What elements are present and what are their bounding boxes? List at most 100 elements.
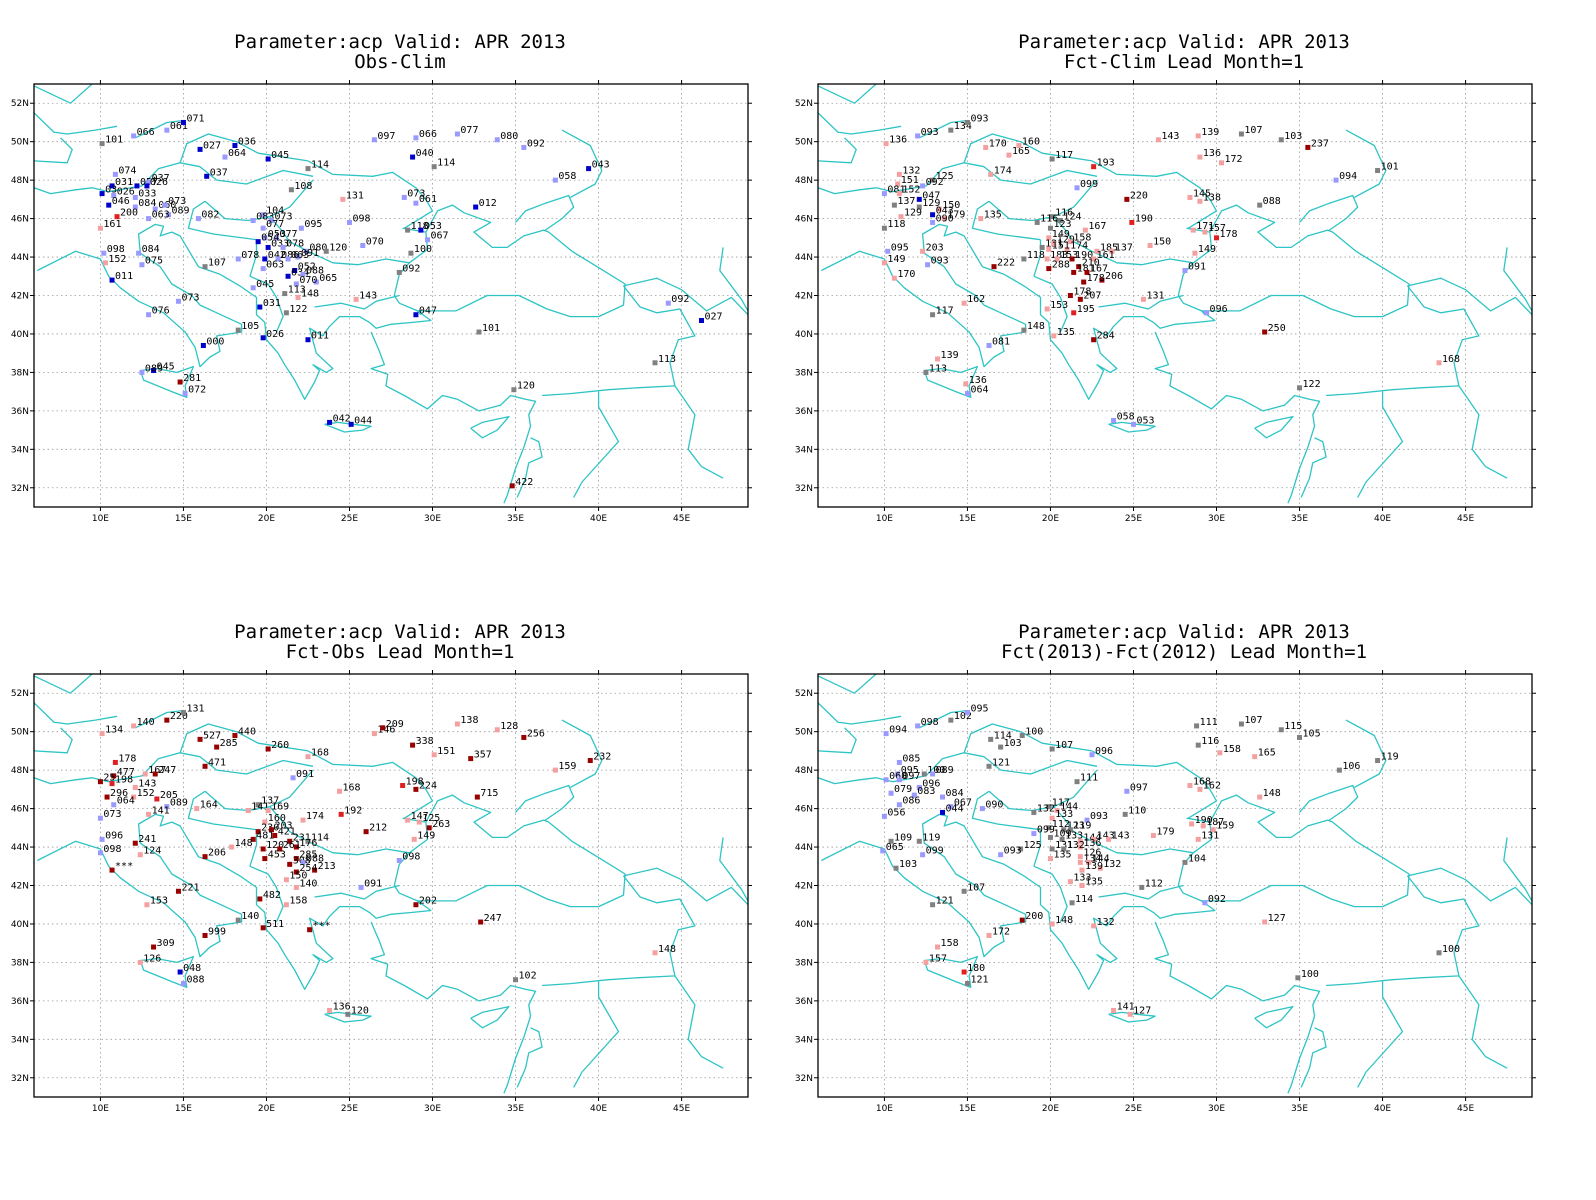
station-marker: 220	[164, 711, 188, 723]
station-marker: 150	[283, 871, 307, 883]
station-square	[137, 852, 143, 858]
station-square	[106, 202, 112, 208]
lon-tick-label: 45E	[673, 514, 690, 524]
station-value: 093	[970, 113, 988, 124]
station-square	[353, 296, 359, 302]
lon-tick-label: 30E	[424, 1104, 441, 1114]
station-value: 033	[138, 188, 156, 199]
station-marker: 072	[182, 385, 206, 397]
station-marker: 176	[293, 838, 317, 850]
lon-tick-label: 10E	[92, 514, 109, 524]
station-marker: 422	[509, 477, 533, 489]
station-value: 077	[279, 229, 297, 240]
station-marker: 715	[474, 788, 498, 800]
station-value: 106	[1342, 761, 1360, 772]
station-value: 136	[1083, 838, 1101, 849]
station-square	[941, 216, 947, 222]
station-square	[371, 731, 377, 737]
station-value: 117	[1055, 150, 1073, 161]
station-square	[327, 419, 333, 425]
station-square	[930, 771, 936, 777]
station-marker: 095	[885, 242, 909, 254]
station-marker: 126	[1077, 848, 1101, 860]
station-square	[255, 239, 261, 245]
station-square	[146, 179, 152, 185]
station-value: 064	[970, 385, 988, 396]
station-square	[413, 200, 419, 206]
station-marker: 011	[109, 271, 133, 283]
station-marker: 116	[1195, 736, 1219, 748]
station-square	[473, 204, 479, 210]
station-square	[293, 844, 299, 850]
station-marker: 104	[1182, 853, 1206, 865]
station-marker: 114	[988, 730, 1012, 742]
station-value: 080	[500, 131, 518, 142]
station-marker: 149	[1046, 229, 1070, 241]
station-value: 052	[298, 262, 316, 273]
station-square	[290, 775, 296, 781]
station-marker: 132	[1097, 859, 1121, 871]
station-marker: 131	[180, 703, 205, 715]
station-square	[360, 243, 366, 249]
station-marker: 098	[346, 213, 371, 225]
station-marker: 111	[1074, 773, 1098, 785]
station-square	[1238, 131, 1244, 137]
lon-tick-label: 45E	[1457, 514, 1474, 524]
station-marker: 481	[250, 830, 274, 842]
lon-tick-label: 40E	[1374, 1104, 1391, 1114]
station-marker: 222	[991, 258, 1015, 270]
station-value: 131	[1201, 830, 1219, 841]
station-value: 109	[1053, 828, 1071, 839]
station-marker: 125	[1018, 840, 1042, 852]
lat-tick-label: 44N	[795, 253, 813, 263]
station-value: 098	[103, 844, 121, 855]
station-value: 098	[921, 717, 939, 728]
station-value: 096	[1210, 304, 1228, 315]
station-marker: 105	[235, 321, 259, 333]
station-value: 296	[110, 788, 128, 799]
station-value: 168	[1193, 777, 1211, 788]
station-square	[262, 256, 268, 262]
station-value: 183	[1050, 250, 1068, 261]
station-value: 112	[1145, 878, 1163, 889]
station-value: 088	[306, 265, 324, 276]
station-marker: 086	[896, 796, 920, 808]
station-square	[229, 844, 235, 850]
station-marker: 036	[232, 137, 256, 149]
station-square	[285, 256, 291, 262]
station-value: 088	[186, 975, 204, 986]
station-square	[1081, 279, 1087, 285]
station-marker: 231	[287, 832, 311, 844]
station-value: 103	[1004, 738, 1022, 749]
station-marker: 063	[146, 210, 170, 222]
station-marker: 086	[275, 250, 299, 262]
station-square	[132, 194, 138, 200]
station-value: 138	[460, 715, 478, 726]
station-marker: 053	[1130, 415, 1155, 427]
station-square	[97, 779, 103, 785]
station-value: 086	[281, 250, 299, 261]
station-square	[132, 204, 138, 210]
station-value: 221	[181, 882, 199, 893]
station-marker: 121	[986, 757, 1010, 769]
station-square	[1204, 310, 1210, 316]
station-square	[1091, 923, 1097, 929]
station-value: 097	[377, 131, 395, 142]
lat-tick-label: 46N	[11, 805, 29, 815]
map-panel-obs-clim: Parameter:acp Valid: APR 2013 Obs-Clim 1…	[11, 32, 780, 592]
station-value: 285	[220, 738, 238, 749]
station-value: 136	[889, 135, 907, 146]
station-square	[99, 191, 105, 197]
station-square	[898, 214, 904, 220]
station-square	[144, 902, 150, 908]
station-value: 093	[921, 127, 939, 138]
station-square	[416, 819, 422, 825]
station-value: 421	[278, 827, 296, 838]
station-value: 118	[411, 221, 429, 232]
station-square	[513, 977, 519, 983]
station-value: 117	[936, 306, 954, 317]
station-square	[1074, 185, 1080, 191]
station-value: 101	[105, 135, 123, 146]
station-square	[1046, 246, 1052, 252]
